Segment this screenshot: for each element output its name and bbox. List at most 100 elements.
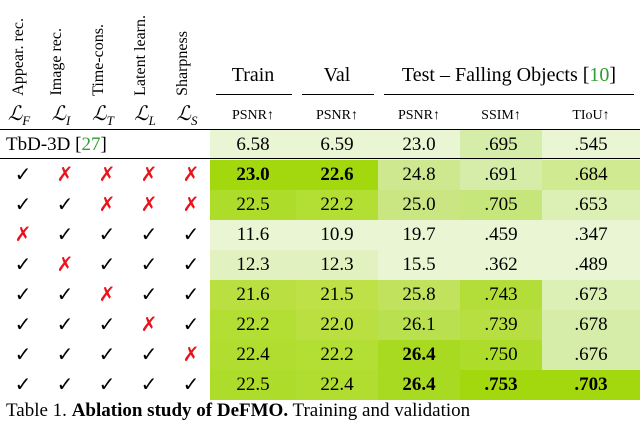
cell-val-psnr: 10.9	[296, 220, 378, 250]
loss-symbol-f: ℒF	[7, 103, 31, 128]
check-mark-s: ✓	[182, 314, 200, 336]
check-mark-f: ✓	[14, 254, 32, 276]
cross-mark-i: ✗	[56, 164, 74, 186]
cross-mark-l: ✗	[140, 164, 158, 186]
cross-mark-s: ✗	[182, 194, 200, 216]
loss-symbol-t: ℒT	[92, 103, 114, 128]
cell-train-psnr: 6.58	[210, 130, 296, 160]
cell-train-psnr: 11.6	[210, 220, 296, 250]
test-underline	[384, 94, 634, 95]
cell-train-psnr: 22.5	[210, 190, 296, 220]
header-appear-rec: Appear. rec.	[10, 18, 27, 96]
header-latent-learn: Latent learn.	[132, 15, 149, 96]
cell-train-psnr: 21.6	[210, 280, 296, 310]
check-mark-f: ✓	[14, 194, 32, 216]
cell-test-tiou: .489	[542, 250, 640, 280]
cell-test-tiou: .545	[542, 130, 640, 160]
cell-test-tiou: .347	[542, 220, 640, 250]
cell-test-tiou: .684	[542, 160, 640, 190]
cell-test-psnr: 26.4	[378, 370, 460, 400]
cell-test-tiou: .678	[542, 310, 640, 340]
cross-mark-i: ✗	[56, 254, 74, 276]
cell-test-tiou: .673	[542, 280, 640, 310]
cell-test-tiou: .676	[542, 340, 640, 370]
check-mark-l: ✓	[140, 224, 158, 246]
check-mark-i: ✓	[56, 224, 74, 246]
cell-train-psnr: 12.3	[210, 250, 296, 280]
check-mark-f: ✓	[14, 344, 32, 366]
baseline-name: TbD-3D [27]	[6, 134, 107, 155]
baseline-rule	[0, 158, 640, 159]
cell-test-ssim: .743	[460, 280, 542, 310]
cell-test-psnr: 24.8	[378, 160, 460, 190]
cell-test-ssim: .753	[460, 370, 542, 400]
header-rule	[0, 129, 640, 130]
cell-val-psnr: 22.4	[296, 370, 378, 400]
train-underline	[216, 94, 292, 95]
cell-train-psnr: 22.4	[210, 340, 296, 370]
check-mark-f: ✓	[14, 314, 32, 336]
check-mark-l: ✓	[140, 374, 158, 396]
cell-val-psnr: 21.5	[296, 280, 378, 310]
metric-test-ssim: SSIM↑	[481, 108, 521, 123]
check-mark-t: ✓	[98, 314, 116, 336]
check-mark-t: ✓	[98, 344, 116, 366]
group-train: Train	[231, 64, 275, 86]
group-test: Test – Falling Objects [10]	[401, 64, 617, 86]
cell-val-psnr: 22.2	[296, 340, 378, 370]
loss-symbol-l: ℒL	[134, 103, 156, 128]
metric-train-psnr: PSNR↑	[231, 108, 275, 123]
cell-test-psnr: 19.7	[378, 220, 460, 250]
table-caption: Table 1. Ablation study of DeFMO. Traini…	[6, 400, 471, 421]
check-mark-s: ✓	[182, 284, 200, 306]
cross-mark-l: ✗	[140, 314, 158, 336]
header-image-rec: Image rec.	[48, 28, 65, 96]
cell-test-ssim: .459	[460, 220, 542, 250]
cell-test-ssim: .705	[460, 190, 542, 220]
baseline-citation-link[interactable]: 27	[81, 134, 101, 155]
cell-test-tiou: .653	[542, 190, 640, 220]
cell-train-psnr: 23.0	[210, 160, 296, 190]
group-val: Val	[323, 64, 351, 86]
cross-mark-s: ✗	[182, 164, 200, 186]
val-underline	[302, 94, 374, 95]
cell-test-psnr: 25.0	[378, 190, 460, 220]
cross-mark-l: ✗	[140, 194, 158, 216]
cell-test-ssim: .750	[460, 340, 542, 370]
check-mark-t: ✓	[98, 374, 116, 396]
cell-test-psnr: 15.5	[378, 250, 460, 280]
cell-test-ssim: .739	[460, 310, 542, 340]
cell-val-psnr: 22.6	[296, 160, 378, 190]
cross-mark-s: ✗	[182, 344, 200, 366]
cell-test-psnr: 26.4	[378, 340, 460, 370]
cell-test-ssim: .362	[460, 250, 542, 280]
cross-mark-t: ✗	[98, 194, 116, 216]
check-mark-s: ✓	[182, 254, 200, 276]
check-mark-l: ✓	[140, 284, 158, 306]
cell-val-psnr: 22.2	[296, 190, 378, 220]
cell-val-psnr: 22.0	[296, 310, 378, 340]
check-mark-f: ✓	[14, 374, 32, 396]
metric-test-tiou: TIoU↑	[572, 108, 610, 123]
check-mark-i: ✓	[56, 374, 74, 396]
metric-test-psnr: PSNR↑	[397, 108, 441, 123]
header-time-cons: Time-cons.	[90, 24, 107, 96]
cell-test-psnr: 23.0	[378, 130, 460, 160]
cell-test-ssim: .691	[460, 160, 542, 190]
cell-val-psnr: 6.59	[296, 130, 378, 160]
cell-val-psnr: 12.3	[296, 250, 378, 280]
metric-val-psnr: PSNR↑	[315, 108, 359, 123]
check-mark-s: ✓	[182, 224, 200, 246]
check-mark-i: ✓	[56, 284, 74, 306]
cross-mark-t: ✗	[98, 164, 116, 186]
cell-test-psnr: 26.1	[378, 310, 460, 340]
cell-test-ssim: .695	[460, 130, 542, 160]
test-citation-link[interactable]: 10	[589, 64, 610, 86]
cell-train-psnr: 22.2	[210, 310, 296, 340]
cell-train-psnr: 22.5	[210, 370, 296, 400]
cell-test-psnr: 25.8	[378, 280, 460, 310]
check-mark-i: ✓	[56, 344, 74, 366]
cross-mark-t: ✗	[98, 284, 116, 306]
loss-symbol-i: ℒI	[51, 103, 71, 128]
check-mark-t: ✓	[98, 254, 116, 276]
